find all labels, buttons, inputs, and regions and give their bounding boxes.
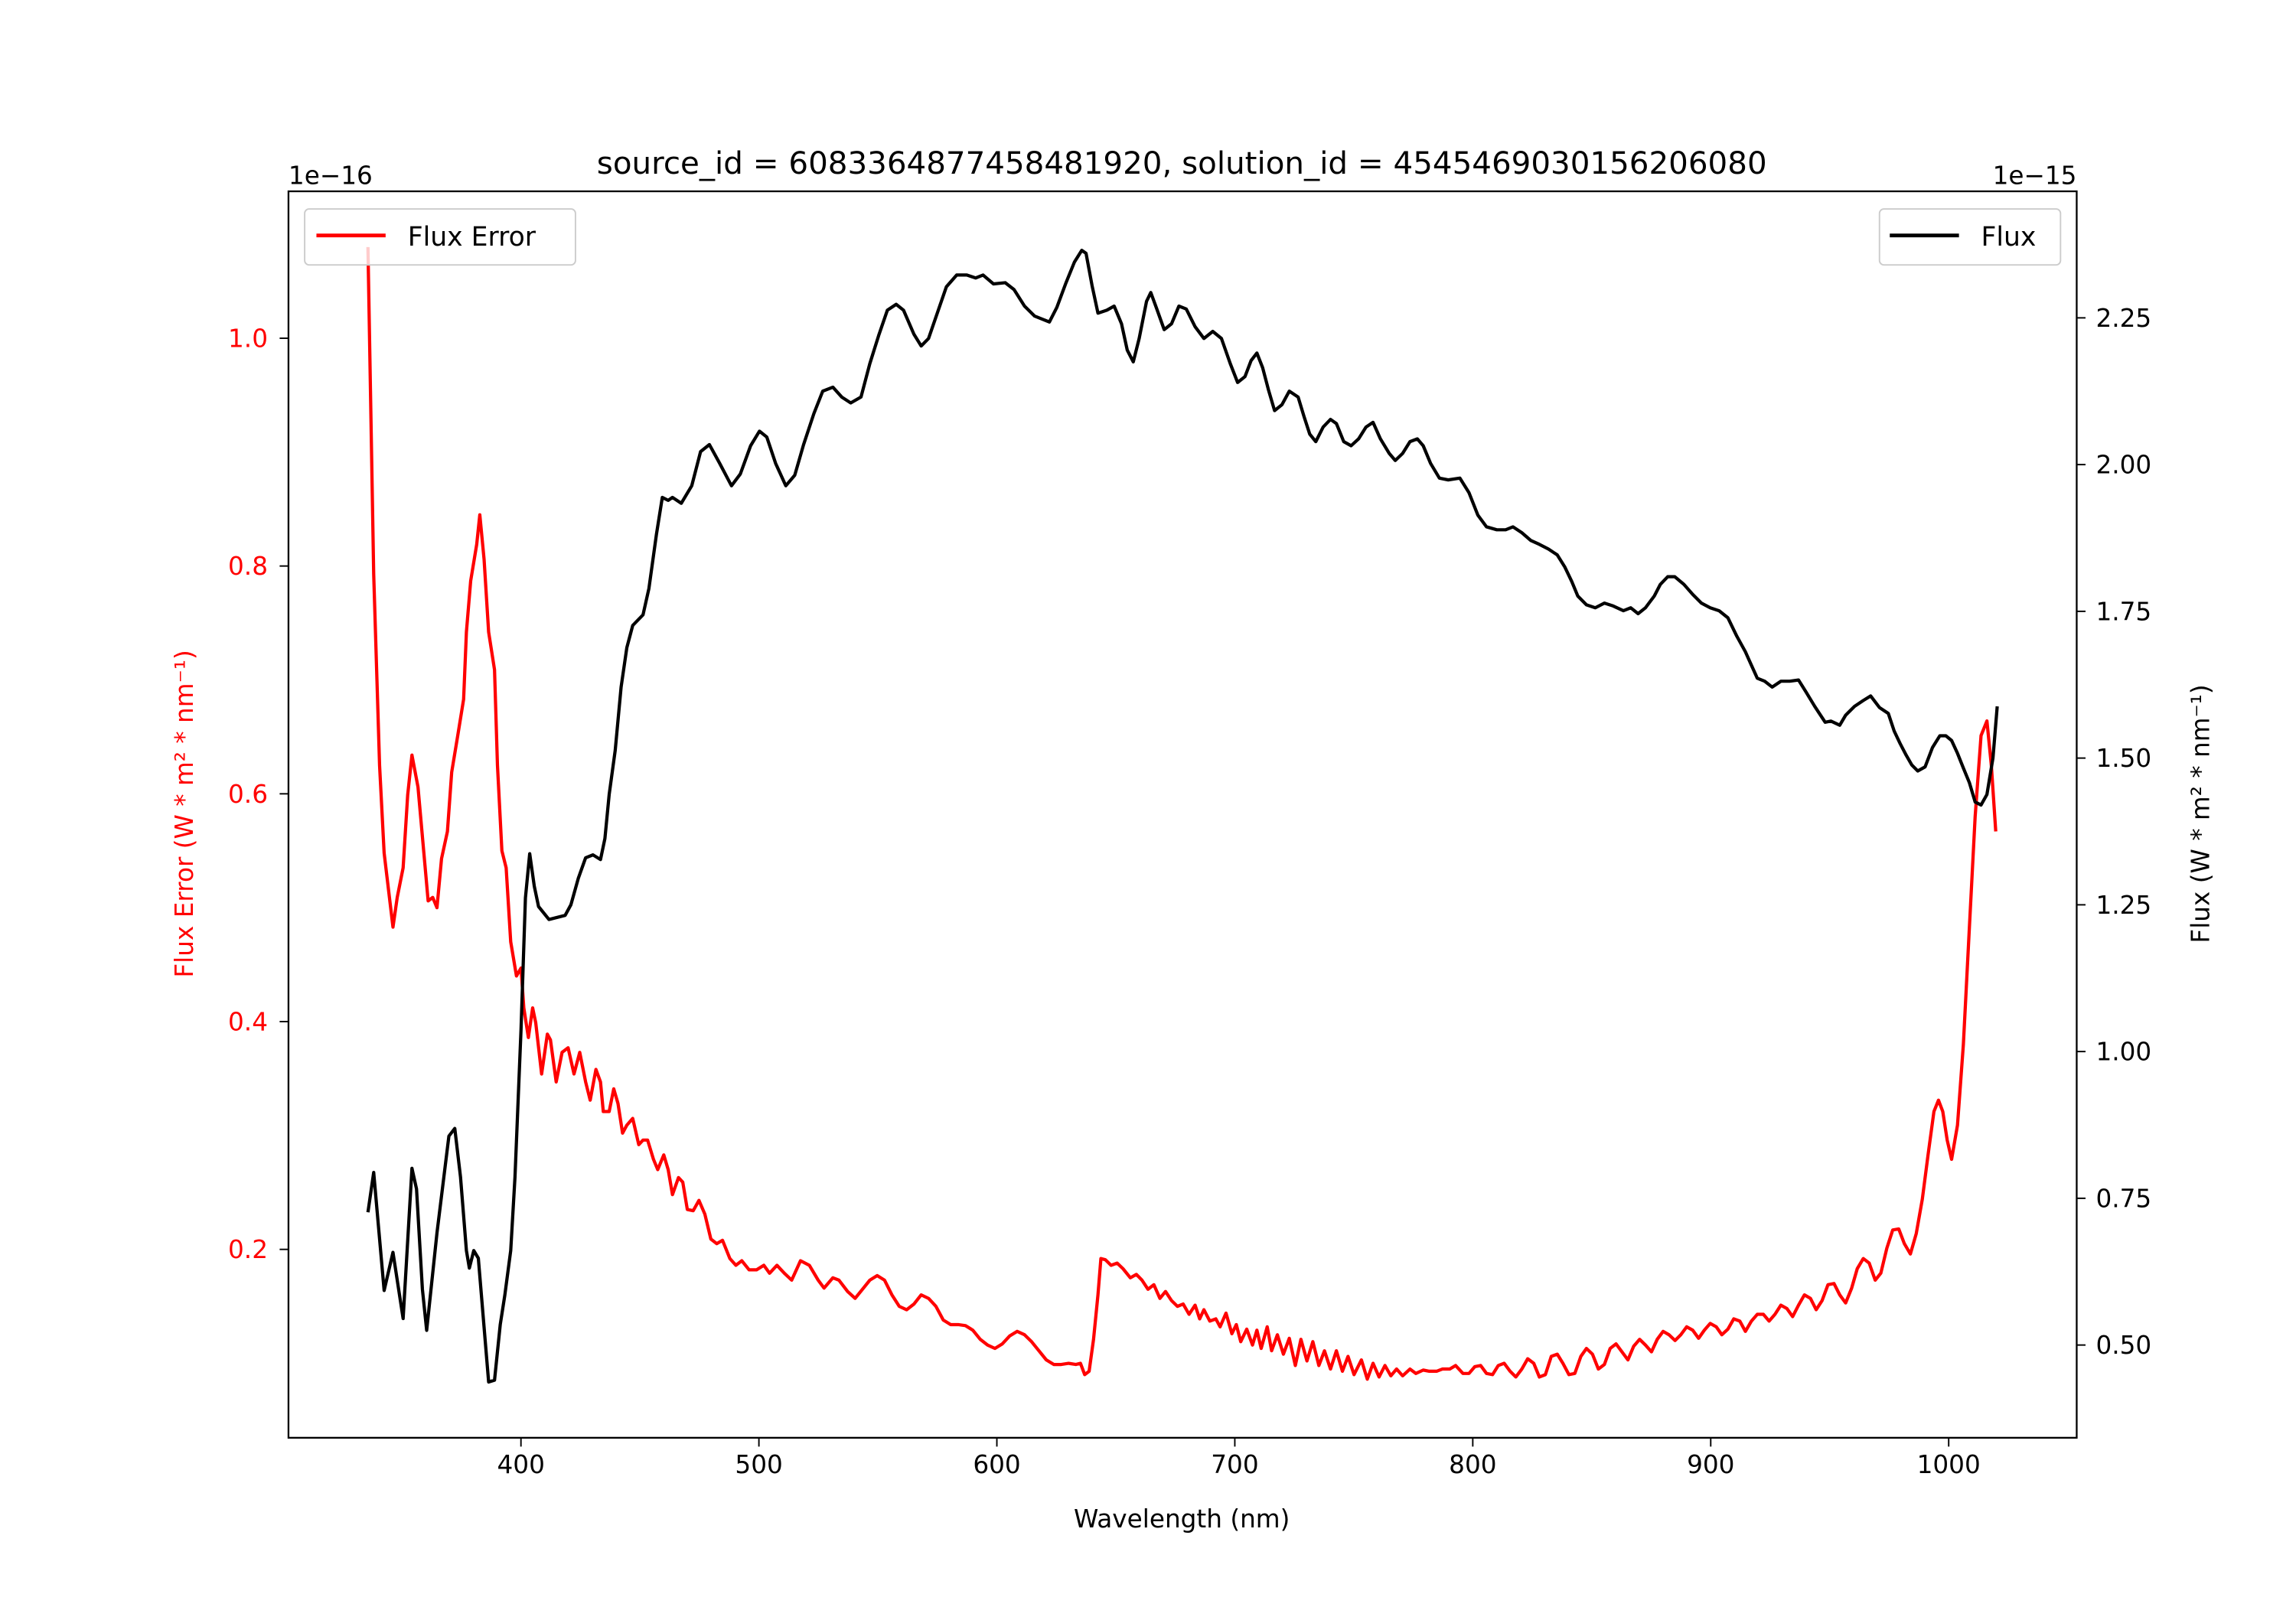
right-y-tick-label: 2.25 <box>2095 304 2151 333</box>
legend-label: Flux <box>1981 222 2036 253</box>
x-tick-label: 1000 <box>1917 1450 1981 1479</box>
legend-label: Flux Error <box>408 222 536 253</box>
right-y-tick-label: 1.50 <box>2095 744 2151 773</box>
right-y-tick-label: 1.25 <box>2095 891 2151 920</box>
x-tick-label: 600 <box>973 1450 1020 1479</box>
left-y-axis-label: Flux Error (W * m² * nm⁻¹) <box>170 650 199 977</box>
legend-box <box>304 208 576 266</box>
x-tick-label: 400 <box>497 1450 544 1479</box>
left-y-tick-label: 0.2 <box>228 1235 268 1264</box>
x-axis-label: Wavelength (nm) <box>1074 1504 1290 1534</box>
right-y-tick-label: 1.00 <box>2095 1038 2151 1067</box>
right-y-tick-label: 2.00 <box>2095 451 2151 480</box>
x-tick-label: 800 <box>1449 1450 1496 1479</box>
x-tick-label: 900 <box>1687 1450 1734 1479</box>
legend-flux: Flux <box>1878 208 2062 266</box>
plot-area: 400 500 600 700 800 900 1000 0.2 0.4 0.6 0.8 1.0 0.5… <box>228 246 2151 1479</box>
legend-flux-error: Flux Error <box>304 208 576 266</box>
left-y-tick-label: 0.8 <box>228 552 268 581</box>
plot-frame <box>287 190 2078 1439</box>
left-y-tick-label: 1.0 <box>228 324 268 354</box>
left-offset-text: 1e−16 <box>289 161 373 190</box>
right-y-axis-label: Flux (W * m² * nm⁻¹) <box>2187 684 2216 943</box>
right-y-tick-label: 0.75 <box>2095 1184 2151 1213</box>
right-y-tick-label: 0.50 <box>2095 1331 2151 1360</box>
flux-line <box>366 249 1999 1384</box>
chart-title: source_id = 6083364877458481920, solutio… <box>597 145 1767 181</box>
x-tick-label: 500 <box>735 1450 782 1479</box>
right-offset-text: 1e−15 <box>1993 161 2077 190</box>
right-y-tick-label: 1.75 <box>2095 597 2151 626</box>
x-tick-label: 700 <box>1211 1450 1258 1479</box>
legend-box <box>1878 208 2062 266</box>
left-y-tick-label: 0.6 <box>228 780 268 809</box>
left-y-tick-label: 0.4 <box>228 1008 268 1037</box>
flux-error-line <box>366 246 1998 1381</box>
